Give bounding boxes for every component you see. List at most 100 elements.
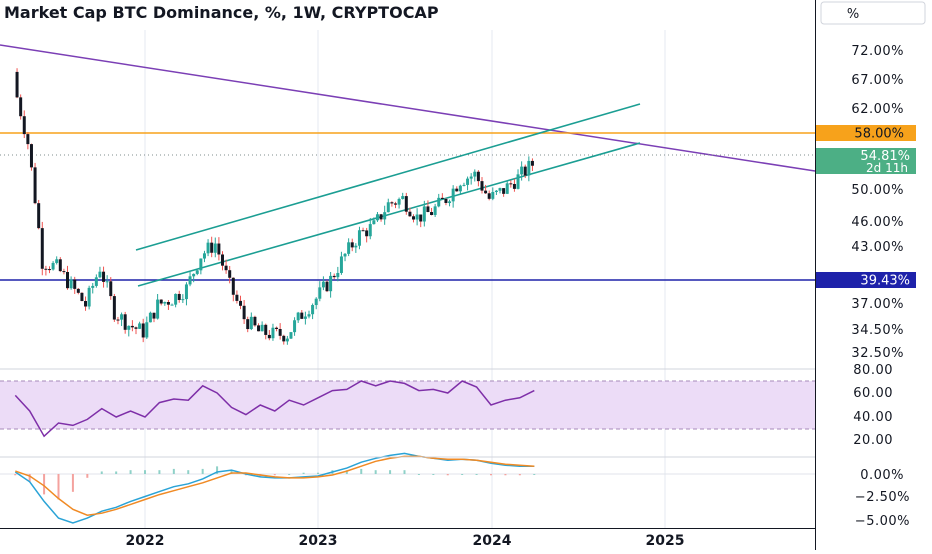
current-price-badge[interactable]: 54.81% 2d 11h xyxy=(816,148,916,175)
macd-hist-bar xyxy=(518,474,521,476)
candle-body xyxy=(300,312,304,319)
current-price-label: 54.81% xyxy=(860,149,910,164)
candle-body xyxy=(462,184,466,186)
candle-body xyxy=(84,301,88,307)
price-tick: 37.00% xyxy=(851,297,904,312)
candle-body xyxy=(487,193,491,199)
candle-body xyxy=(466,178,470,185)
macd-hist-bar xyxy=(374,470,377,474)
macd-hist-bar xyxy=(201,468,204,474)
channel-lower-line[interactable] xyxy=(137,142,641,287)
candle-body xyxy=(184,284,188,300)
candle-body xyxy=(440,197,444,199)
candle-body xyxy=(289,332,293,339)
macd-hist-bar xyxy=(288,474,291,475)
price-tick: 43.00% xyxy=(851,240,904,255)
candle-body xyxy=(267,334,271,339)
candle-body xyxy=(87,287,91,307)
candle-body xyxy=(278,328,282,336)
grid xyxy=(144,30,666,528)
candle-body xyxy=(239,300,243,306)
candle-body xyxy=(58,259,62,272)
rsi-pane[interactable] xyxy=(0,380,815,438)
candle-body xyxy=(419,214,423,222)
support-badge-label: 39.43% xyxy=(860,274,910,289)
macd-axis[interactable]: 0.00% −2.50% −5.00% xyxy=(855,468,910,529)
rsi-axis[interactable]: 80.00 60.00 40.00 20.00 xyxy=(853,363,893,448)
candle-body xyxy=(354,245,358,248)
candle-body xyxy=(397,198,401,205)
candle-body xyxy=(235,294,239,301)
candle-body xyxy=(37,203,41,229)
candle-body xyxy=(368,224,372,237)
candle-body xyxy=(332,275,336,278)
candle-body xyxy=(257,325,261,332)
candle-body xyxy=(44,268,48,270)
chart-title: Market Cap BTC Dominance, %, 1W, CRYPTOC… xyxy=(4,3,439,22)
macd-pane[interactable] xyxy=(0,452,815,524)
rsi-tick: 20.00 xyxy=(853,433,893,448)
candle-body xyxy=(433,206,437,215)
macd-hist-bar xyxy=(317,472,319,474)
rsi-band xyxy=(0,381,815,429)
macd-hist-bar xyxy=(417,474,420,475)
candle-body xyxy=(181,299,185,301)
price-tick: 62.00% xyxy=(851,102,904,117)
candle-body xyxy=(217,243,221,255)
candle-body xyxy=(473,171,477,177)
macd-hist-bar xyxy=(158,470,161,474)
candle-body xyxy=(303,316,307,319)
macd-hist-bar xyxy=(360,468,363,474)
price-axis[interactable]: 72.00% 67.00% 62.00% 50.00% 46.00% 43.00… xyxy=(816,44,916,361)
macd-hist-bar xyxy=(57,474,60,500)
rsi-tick: 80.00 xyxy=(853,363,893,378)
macd-hist-bar xyxy=(461,474,464,475)
candle-body xyxy=(365,230,369,237)
candle-body xyxy=(372,220,376,225)
candle-body xyxy=(55,259,59,263)
macd-hist-bar xyxy=(129,470,132,474)
trend-line[interactable] xyxy=(0,44,816,172)
macd-hist-bar xyxy=(115,471,118,474)
candle-body xyxy=(148,312,152,323)
rsi-tick: 60.00 xyxy=(853,386,893,401)
macd-hist-bar xyxy=(432,474,435,475)
resistance-badge-label: 58.00% xyxy=(854,127,904,142)
candle-body xyxy=(19,97,23,117)
macd-tick: 0.00% xyxy=(860,468,904,483)
time-axis[interactable]: 2022 2023 2024 2025 xyxy=(126,533,685,549)
price-pane[interactable] xyxy=(0,44,816,345)
candle-body xyxy=(293,320,297,333)
candle-body xyxy=(112,296,116,320)
candle-body xyxy=(422,206,426,222)
candle-body xyxy=(51,262,55,270)
candle-body xyxy=(336,272,340,278)
macd-hist-bar xyxy=(446,474,449,476)
macd-line xyxy=(14,452,535,524)
time-tick: 2024 xyxy=(473,533,512,549)
candles xyxy=(15,68,534,345)
candle-body xyxy=(444,198,448,204)
macd-hist-bar xyxy=(28,474,31,482)
scale-mode-button[interactable]: % xyxy=(820,1,926,25)
channel-upper-line[interactable] xyxy=(135,103,641,251)
candle-body xyxy=(347,242,351,254)
candle-body xyxy=(246,319,250,330)
macd-hist-bar xyxy=(345,470,348,474)
candle-body xyxy=(141,323,145,338)
candle-body xyxy=(66,271,70,289)
candle-body xyxy=(91,285,95,288)
macd-hist-bar xyxy=(230,470,233,474)
candle-body xyxy=(116,319,120,321)
candle-body xyxy=(502,188,506,194)
candle-body xyxy=(202,253,206,259)
candle-body xyxy=(102,271,106,282)
resistance-badge[interactable]: 58.00% xyxy=(816,125,916,142)
macd-hist-bar xyxy=(504,474,507,476)
candle-body xyxy=(390,202,394,204)
support-badge[interactable]: 39.43% xyxy=(816,272,916,289)
candle-body xyxy=(228,270,232,278)
candle-body xyxy=(199,258,203,271)
candle-body xyxy=(242,305,246,320)
